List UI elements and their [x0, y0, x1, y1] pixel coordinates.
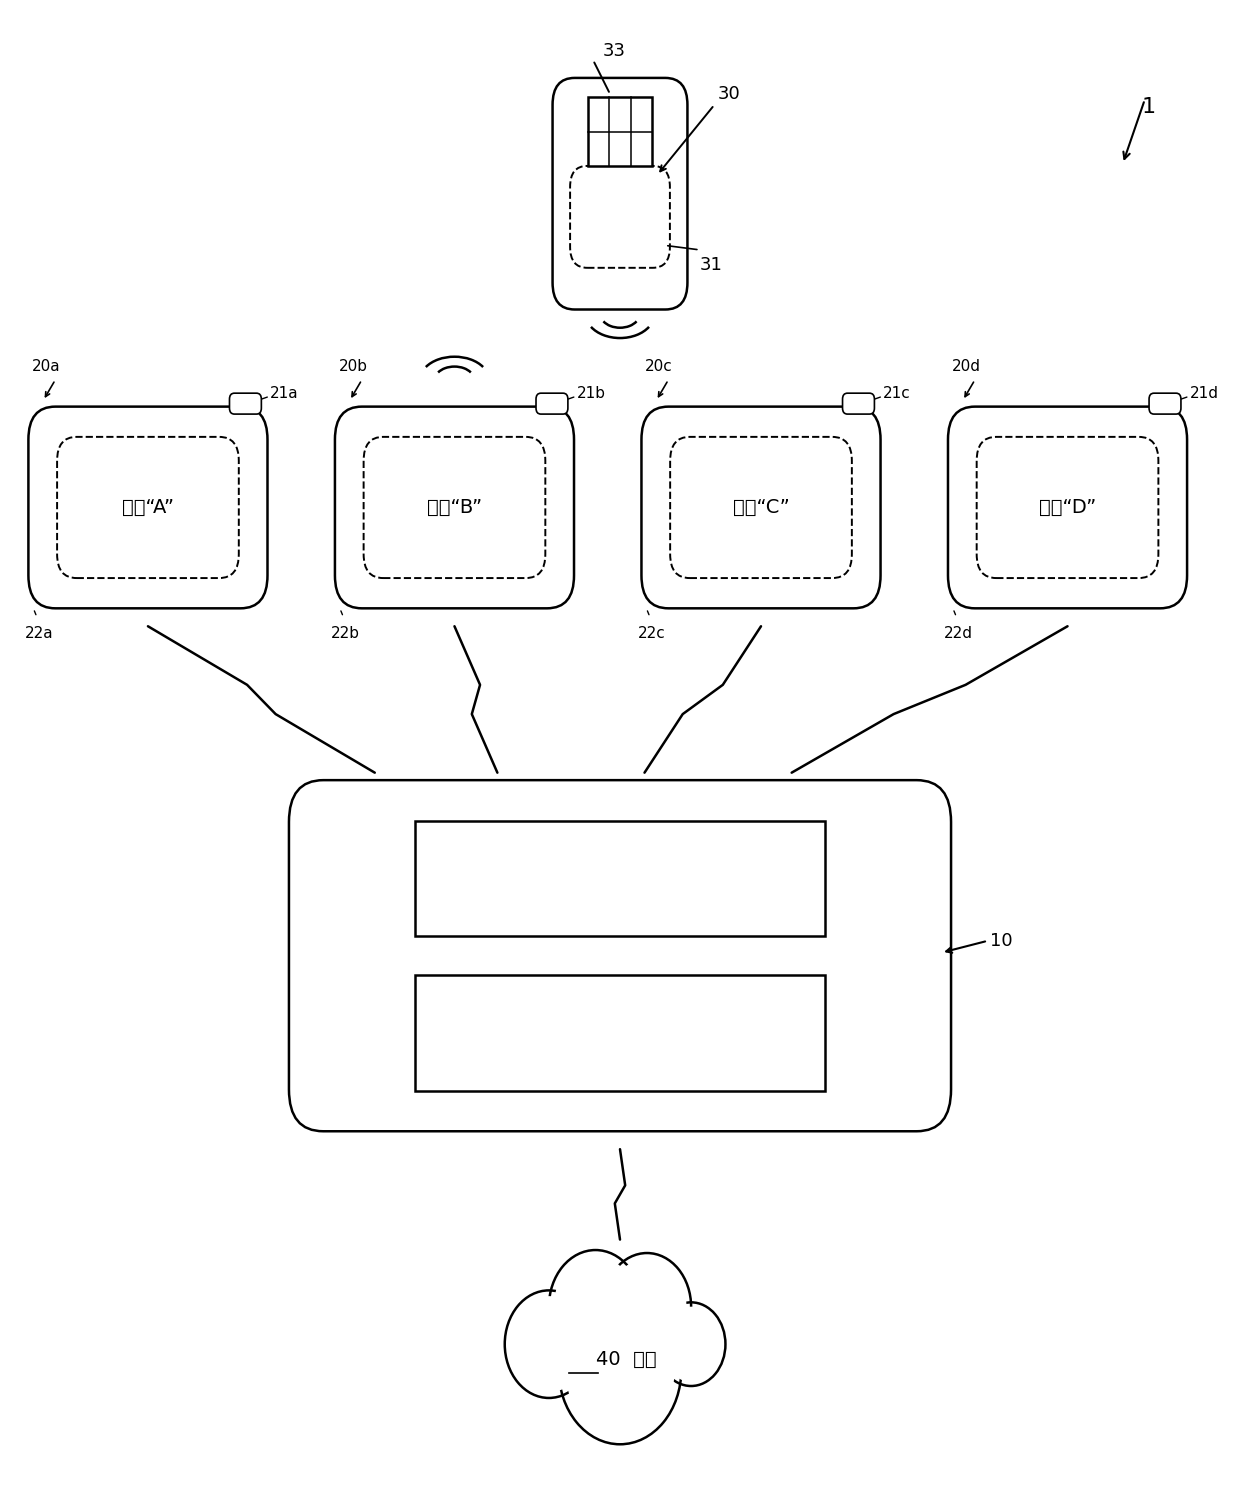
FancyBboxPatch shape [335, 407, 574, 608]
FancyBboxPatch shape [536, 394, 568, 415]
Circle shape [603, 1253, 691, 1360]
Text: 22d: 22d [945, 626, 973, 641]
Text: 33: 33 [603, 42, 625, 60]
FancyBboxPatch shape [949, 407, 1187, 608]
FancyBboxPatch shape [1149, 394, 1180, 415]
Text: 22c: 22c [637, 626, 666, 641]
Circle shape [510, 1297, 588, 1392]
Circle shape [549, 1250, 642, 1363]
Text: 产品“A”: 产品“A” [122, 498, 174, 517]
Circle shape [505, 1291, 593, 1398]
Text: 20d: 20d [951, 359, 981, 374]
Circle shape [608, 1259, 686, 1354]
Circle shape [554, 1256, 636, 1357]
Text: 22a: 22a [25, 626, 53, 641]
FancyBboxPatch shape [229, 394, 262, 415]
Circle shape [657, 1303, 725, 1386]
FancyBboxPatch shape [289, 780, 951, 1131]
Circle shape [661, 1307, 722, 1381]
Circle shape [565, 1304, 675, 1436]
Text: 控制器: 控制器 [601, 1031, 639, 1053]
Text: 12: 12 [609, 1003, 631, 1021]
Text: 40  后端: 40 后端 [595, 1350, 656, 1369]
Text: 产品“D”: 产品“D” [1039, 498, 1096, 517]
Text: 21c: 21c [883, 386, 910, 401]
Text: 20c: 20c [645, 359, 673, 374]
FancyBboxPatch shape [842, 394, 874, 415]
Text: 21b: 21b [577, 386, 605, 401]
Text: 20b: 20b [339, 359, 367, 374]
Text: 产品“C”: 产品“C” [733, 498, 790, 517]
FancyBboxPatch shape [977, 437, 1158, 578]
Bar [414, 820, 826, 936]
FancyBboxPatch shape [29, 407, 268, 608]
Text: 接收器: 接收器 [601, 878, 639, 897]
Text: 31: 31 [699, 256, 723, 274]
FancyBboxPatch shape [553, 78, 687, 309]
Text: 21a: 21a [270, 386, 299, 401]
Text: 21d: 21d [1189, 386, 1219, 401]
FancyBboxPatch shape [641, 407, 880, 608]
Text: 20a: 20a [32, 359, 61, 374]
Text: 产品“B”: 产品“B” [427, 498, 482, 517]
Text: 10: 10 [991, 932, 1013, 950]
FancyBboxPatch shape [363, 437, 546, 578]
FancyBboxPatch shape [670, 437, 852, 578]
Text: 1: 1 [1141, 97, 1156, 116]
FancyBboxPatch shape [570, 166, 670, 268]
Bar [588, 98, 652, 166]
Text: 11: 11 [609, 849, 631, 867]
Text: 30: 30 [718, 86, 740, 104]
Bar [414, 976, 826, 1090]
Circle shape [559, 1295, 681, 1445]
Text: 22b: 22b [331, 626, 361, 641]
FancyBboxPatch shape [57, 437, 239, 578]
